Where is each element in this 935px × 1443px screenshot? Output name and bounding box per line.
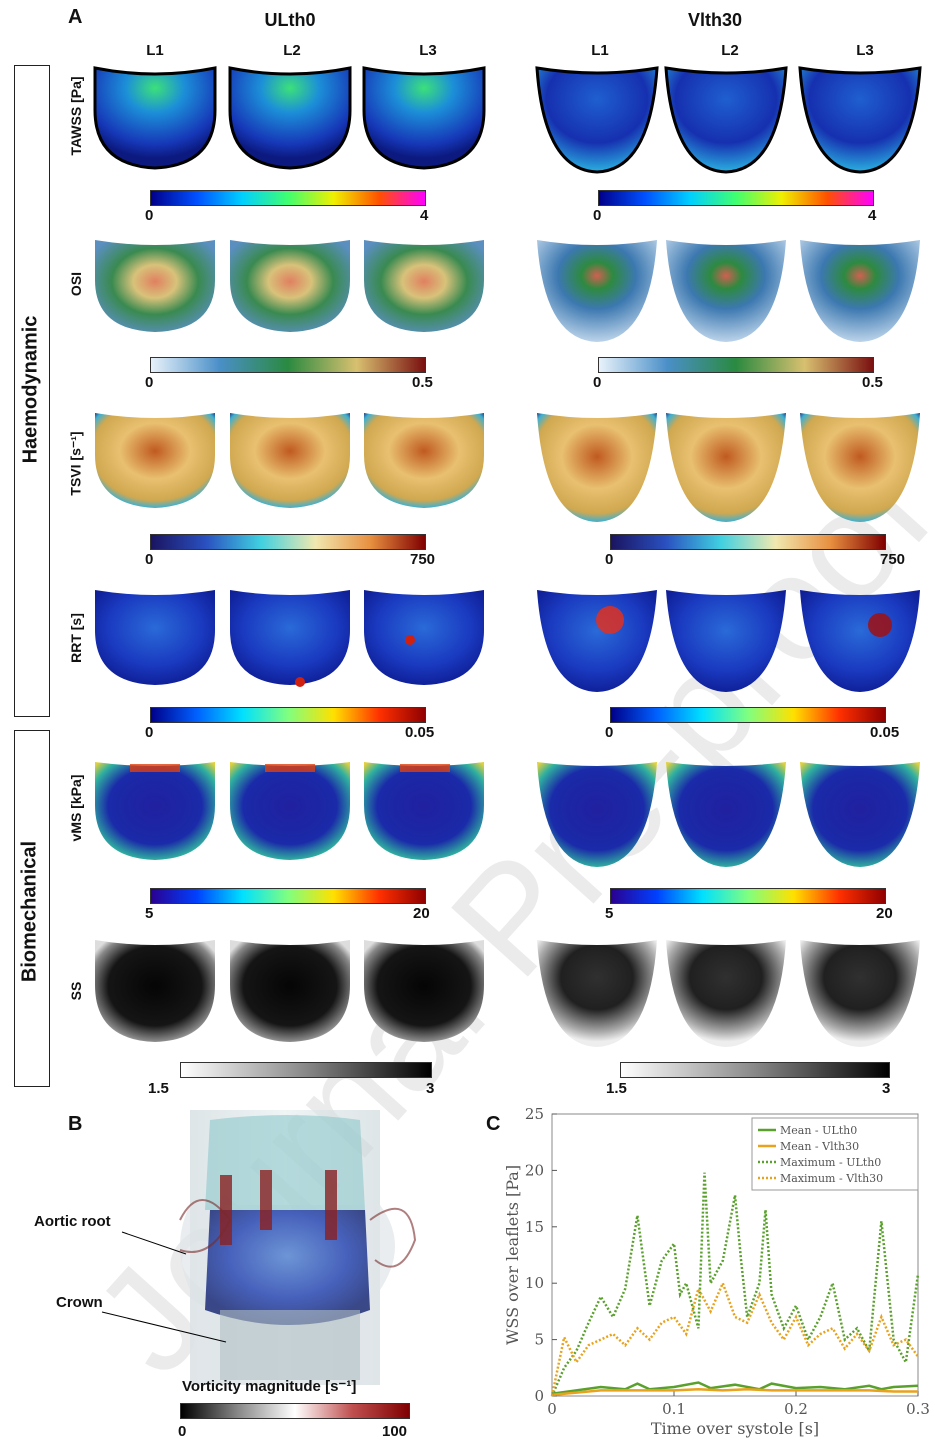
colorbar-min: 0	[593, 207, 602, 224]
y-tick-label: 25	[525, 1105, 544, 1123]
colorbar-max: 0.5	[862, 374, 883, 391]
colorbar-tsvi-vlth30	[610, 534, 886, 550]
colorbar-min: 0	[145, 551, 154, 568]
annotation-aortic-root: Aortic root	[34, 1213, 111, 1230]
colorbar-min: 0	[605, 724, 614, 741]
colorbar-min: 1.5	[606, 1080, 627, 1097]
y-tick-label: 15	[525, 1218, 544, 1236]
legend-entry: Mean - Vlth30	[780, 1140, 859, 1153]
aortic-root-vorticity-render	[179, 1110, 417, 1385]
colorbar-max: 20	[413, 905, 430, 922]
colorbar-max: 0.05	[405, 724, 435, 741]
colorbar-min: 0	[178, 1423, 187, 1440]
legend-entry: Maximum - Vlth30	[780, 1172, 883, 1185]
panel-a-letter: A	[68, 6, 83, 28]
column-label: L3	[419, 42, 437, 59]
colorbar-max: 750	[880, 551, 906, 568]
group-title-vlth30: Vlth30	[687, 10, 743, 30]
x-tick-label: 0.1	[662, 1400, 686, 1418]
colorbar-max: 4	[868, 207, 877, 224]
x-tick-label: 0.2	[784, 1400, 808, 1418]
colorbar-max: 4	[420, 207, 429, 224]
x-tick-label: 0	[547, 1400, 557, 1418]
colorbar-osi-vlth30	[598, 357, 874, 373]
colorbar-rrt-ulth0	[150, 707, 426, 723]
series-line	[551, 1387, 918, 1397]
colorbar-min: 0	[605, 551, 614, 568]
annotation-arrow	[121, 1231, 187, 1255]
colorbar-vms-vlth30	[610, 888, 886, 904]
y-tick-label: 5	[534, 1331, 544, 1349]
column-label: L1	[591, 42, 609, 59]
colorbar-min: 5	[145, 905, 154, 922]
colorbar-max: 0.5	[412, 374, 433, 391]
x-axis-label: Time over systole [s]	[651, 1419, 819, 1438]
panel-c-letter: C	[486, 1113, 501, 1135]
colorbar-max: 20	[876, 905, 893, 922]
vorticity-colorbar-label: Vorticity magnitude [s⁻¹]	[182, 1378, 357, 1395]
colorbar-tsvi-ulth0	[150, 534, 426, 550]
colorbar-min: 0	[145, 374, 154, 391]
legend-entry: Mean - ULth0	[780, 1124, 857, 1137]
colorbar-min: 1.5	[148, 1080, 169, 1097]
colorbar-rrt-vlth30	[610, 707, 886, 723]
group-title-ulth0: ULth0	[264, 10, 316, 30]
colorbar-min: 0	[145, 724, 154, 741]
x-tick-label: 0.3	[906, 1400, 930, 1418]
wss-line-chart: 0 5 10 15 20 25 0 0.1 0.2 0.3 Time over systole [s…	[503, 1105, 930, 1438]
annotation-crown: Crown	[56, 1294, 103, 1311]
colorbar-max: 3	[882, 1080, 891, 1097]
column-label: L3	[856, 42, 874, 59]
legend-box	[751, 1117, 919, 1191]
colorbar-min: 5	[605, 905, 614, 922]
colorbar-tawss-vlth30	[598, 190, 874, 206]
plot-frame	[551, 1113, 919, 1397]
colorbar-ss-vlth30	[620, 1062, 890, 1078]
colorbar-vorticity	[180, 1403, 410, 1419]
colorbar-tawss-ulth0	[150, 190, 426, 206]
colorbar-max: 750	[410, 551, 436, 568]
colorbar-max: 0.05	[870, 724, 900, 741]
colorbar-min: 0	[145, 207, 154, 224]
colorbar-vms-ulth0	[150, 888, 426, 904]
y-tick-label: 10	[525, 1274, 544, 1292]
legend-entry: Maximum - ULth0	[780, 1156, 881, 1169]
column-label: L1	[146, 42, 164, 59]
colorbar-max: 3	[426, 1080, 435, 1097]
colorbar-max: 100	[382, 1423, 408, 1440]
column-label: L2	[721, 42, 739, 59]
series-line	[550, 1279, 920, 1397]
section-box-haemodynamic	[14, 65, 50, 717]
colorbar-min: 0	[593, 374, 602, 391]
panel-b-letter: B	[68, 1113, 83, 1135]
colorbar-osi-ulth0	[150, 357, 426, 373]
section-box-biomechanical	[14, 730, 50, 1087]
series-line	[550, 1172, 920, 1397]
y-tick-label: 0	[534, 1387, 544, 1405]
column-label: L2	[283, 42, 301, 59]
y-axis-label: WSS over leaflets [Pa]	[503, 1165, 522, 1345]
annotation-arrow	[101, 1311, 227, 1343]
colorbar-ss-ulth0	[180, 1062, 432, 1078]
leaflet-maps	[93, 66, 922, 1047]
series-line	[551, 1381, 919, 1395]
y-tick-label: 20	[525, 1161, 544, 1179]
